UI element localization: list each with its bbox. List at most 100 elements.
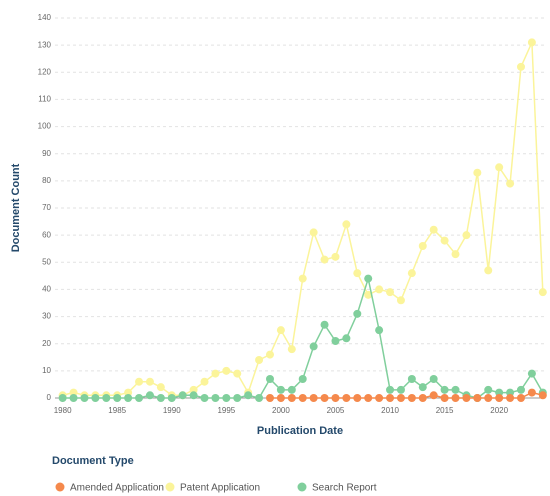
y-tick-label: 70 bbox=[42, 203, 51, 212]
data-point bbox=[135, 377, 144, 386]
data-point bbox=[527, 388, 536, 397]
data-point bbox=[473, 168, 482, 177]
data-point bbox=[113, 394, 122, 402]
legend-label: Search Report bbox=[312, 483, 377, 494]
data-point bbox=[429, 225, 438, 234]
y-tick-label: 120 bbox=[38, 67, 52, 76]
data-point bbox=[440, 385, 449, 394]
data-point bbox=[353, 394, 362, 402]
data-point bbox=[407, 394, 416, 402]
data-point bbox=[342, 394, 351, 402]
y-tick-label: 50 bbox=[42, 257, 51, 266]
y-tick-label: 110 bbox=[38, 95, 51, 104]
data-point bbox=[320, 394, 329, 402]
data-point bbox=[418, 383, 427, 392]
data-point bbox=[429, 375, 438, 383]
data-point bbox=[342, 334, 351, 343]
data-point bbox=[527, 369, 536, 378]
x-tick-label: 2010 bbox=[381, 406, 399, 415]
data-point bbox=[276, 394, 285, 402]
data-point bbox=[222, 394, 231, 402]
data-point bbox=[255, 394, 264, 402]
data-point bbox=[506, 179, 515, 188]
data-point bbox=[342, 220, 351, 229]
data-point bbox=[320, 320, 329, 329]
data-point bbox=[145, 391, 154, 400]
data-point bbox=[287, 394, 296, 402]
data-point bbox=[331, 337, 340, 345]
data-point bbox=[375, 285, 384, 294]
data-point bbox=[462, 231, 471, 240]
x-tick-label: 1985 bbox=[108, 406, 126, 415]
y-tick-label: 60 bbox=[42, 230, 51, 239]
data-point bbox=[396, 296, 405, 305]
data-point bbox=[309, 342, 318, 351]
data-point bbox=[167, 394, 176, 402]
data-point bbox=[440, 394, 449, 402]
data-point bbox=[211, 369, 220, 378]
data-point bbox=[189, 391, 198, 400]
data-point bbox=[211, 394, 220, 402]
data-point bbox=[407, 269, 416, 278]
data-point bbox=[156, 383, 165, 392]
data-point bbox=[451, 394, 460, 402]
data-point bbox=[516, 385, 525, 394]
data-point bbox=[156, 394, 165, 402]
x-tick-label: 1980 bbox=[54, 406, 72, 415]
data-point bbox=[538, 288, 547, 297]
x-tick-label: 2020 bbox=[490, 406, 508, 415]
data-point bbox=[473, 394, 482, 402]
data-point bbox=[396, 394, 405, 402]
y-tick-label: 100 bbox=[38, 122, 52, 131]
data-point bbox=[233, 394, 242, 402]
x-tick-label: 2005 bbox=[327, 406, 345, 415]
data-point bbox=[178, 391, 187, 400]
legend-label: Amended Application bbox=[70, 483, 164, 494]
data-point bbox=[276, 326, 285, 335]
data-point bbox=[418, 242, 427, 250]
y-tick-label: 20 bbox=[42, 339, 51, 348]
data-point bbox=[364, 394, 373, 402]
data-point bbox=[287, 345, 296, 354]
legend-swatch bbox=[55, 482, 65, 492]
data-point bbox=[495, 394, 504, 402]
y-tick-label: 130 bbox=[38, 40, 52, 49]
data-point bbox=[527, 38, 536, 47]
data-point bbox=[364, 290, 373, 299]
data-point bbox=[331, 252, 340, 261]
data-point bbox=[462, 394, 471, 402]
data-point bbox=[135, 394, 144, 402]
y-tick-label: 80 bbox=[42, 176, 51, 185]
data-point bbox=[58, 394, 67, 402]
legend-title: Document Type bbox=[52, 455, 134, 467]
legend-swatch bbox=[297, 482, 307, 492]
data-point bbox=[200, 394, 209, 402]
y-tick-label: 30 bbox=[42, 312, 51, 321]
data-point bbox=[495, 163, 504, 172]
data-point bbox=[320, 255, 329, 264]
data-point bbox=[375, 326, 384, 335]
data-point bbox=[102, 394, 111, 402]
data-point bbox=[331, 394, 340, 402]
x-axis-title: Publication Date bbox=[257, 425, 343, 437]
legend-swatch bbox=[165, 482, 175, 492]
legend-label: Patent Application bbox=[180, 483, 260, 494]
data-point bbox=[364, 274, 373, 283]
data-point bbox=[353, 309, 362, 318]
data-point bbox=[386, 288, 395, 297]
y-tick-label: 0 bbox=[47, 393, 52, 402]
data-point bbox=[407, 375, 416, 383]
data-point bbox=[429, 391, 438, 400]
data-point bbox=[233, 369, 242, 378]
y-tick-label: 90 bbox=[42, 149, 51, 158]
data-point bbox=[506, 394, 515, 402]
data-point bbox=[80, 394, 89, 402]
data-point bbox=[353, 269, 362, 278]
data-point bbox=[309, 228, 318, 237]
data-point bbox=[484, 266, 493, 275]
data-point bbox=[276, 385, 285, 394]
y-tick-label: 10 bbox=[42, 366, 51, 375]
data-point bbox=[386, 394, 395, 402]
data-point bbox=[298, 394, 307, 402]
